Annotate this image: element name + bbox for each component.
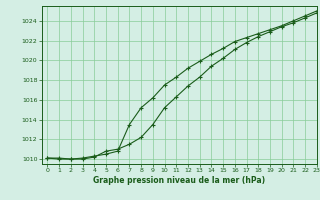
X-axis label: Graphe pression niveau de la mer (hPa): Graphe pression niveau de la mer (hPa) [93,176,265,185]
